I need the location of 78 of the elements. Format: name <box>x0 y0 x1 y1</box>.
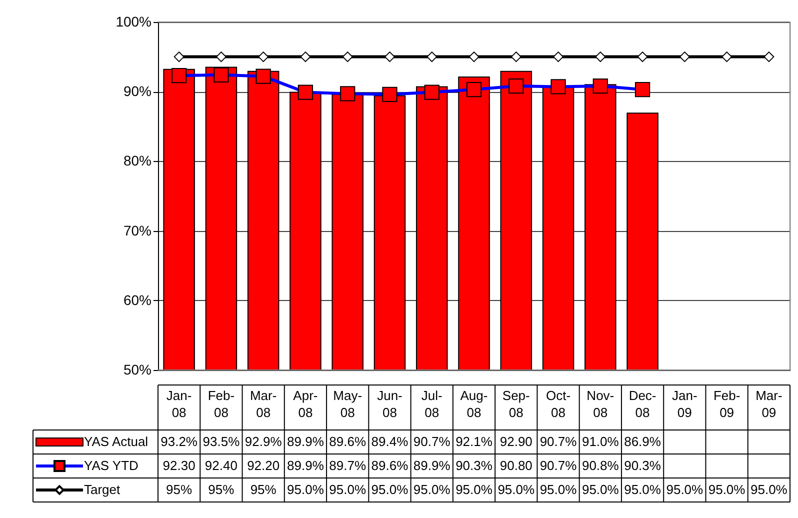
point <box>342 52 353 62</box>
point <box>722 52 732 62</box>
data-label: 90.8% <box>582 458 620 473</box>
data-label: 95.0% <box>666 482 704 497</box>
point <box>468 52 480 62</box>
x-tick-label: Jan-09 <box>672 388 698 420</box>
data-label: 92.1% <box>456 434 493 449</box>
data-label: 90.7% <box>413 434 451 449</box>
point <box>553 52 564 62</box>
x-tick-label: Sep-08 <box>502 388 530 420</box>
data-label: 89.9% <box>413 458 451 473</box>
data-label: 90.3% <box>456 458 493 473</box>
data-label: 91.0% <box>582 434 620 449</box>
legend-label: YAS Actual <box>84 434 148 449</box>
point <box>216 52 226 62</box>
data-label: 86.9% <box>624 434 662 449</box>
y-tick-label: 80% <box>123 152 152 169</box>
data-label: 89.7% <box>329 458 366 473</box>
data-label: 92.30 <box>162 458 196 473</box>
y-tick-label: 60% <box>123 292 152 308</box>
data-label: 90.80 <box>500 458 532 473</box>
point <box>384 52 395 62</box>
point <box>258 52 269 62</box>
data-label: 92.40 <box>204 458 238 473</box>
x-tick-label: Apr-08 <box>293 388 318 420</box>
data-label: 92.20 <box>247 458 280 473</box>
data-label: 95.0% <box>750 482 788 497</box>
x-tick-label: Dec-08 <box>628 388 656 420</box>
x-tick-label: Aug-08 <box>460 388 488 420</box>
x-tick-label: Jul-08 <box>421 388 442 420</box>
x-tick-label: Mar-09 <box>756 388 782 420</box>
point <box>174 52 184 62</box>
x-tick-label: Nov-08 <box>586 388 614 420</box>
x-tick-label: Feb-09 <box>713 388 740 420</box>
point <box>637 52 648 62</box>
data-label: 95.0% <box>624 482 662 497</box>
legend-label: Target <box>84 482 121 497</box>
point <box>679 52 690 62</box>
data-label: 90.3% <box>624 458 662 473</box>
data-label: 90.7% <box>540 458 578 473</box>
data-label: 95.0% <box>456 482 493 497</box>
data-label: 95.0% <box>708 482 746 497</box>
point <box>300 52 311 62</box>
x-tick-label: May-08 <box>333 388 362 420</box>
y-tick-label: 70% <box>123 222 152 238</box>
x-tick-label: Oct-08 <box>546 388 571 420</box>
x-tick-label: Jun-08 <box>377 388 402 420</box>
data-label: 95.0% <box>287 482 324 497</box>
data-label: 92.9% <box>244 434 282 449</box>
y-tick-label: 90% <box>123 83 152 100</box>
y-tick-label: 50% <box>123 362 152 378</box>
data-label: 92.90 <box>500 434 532 449</box>
x-tick-label: Feb-08 <box>208 388 235 420</box>
x-tick-label: Jan-08 <box>166 388 192 420</box>
data-label: 95.0% <box>498 482 535 497</box>
point <box>510 52 522 62</box>
point <box>764 52 774 62</box>
data-label: 95.0% <box>371 482 409 497</box>
data-label: 95.0% <box>413 482 451 497</box>
legend-label: YAS YTD <box>84 458 138 473</box>
data-label: 89.9% <box>287 458 324 473</box>
data-label: 93.2% <box>160 434 198 449</box>
data-label: 95.0% <box>540 482 578 497</box>
data-label: 89.9% <box>287 434 324 449</box>
data-label: 89.6% <box>329 434 366 449</box>
data-label: 89.4% <box>371 434 409 449</box>
data-label: 90.7% <box>540 434 578 449</box>
data-label: 95.0% <box>582 482 620 497</box>
data-label: 95% <box>250 482 277 497</box>
x-tick-label: Mar-08 <box>250 388 277 420</box>
point <box>595 52 606 62</box>
data-label: 93.5% <box>202 434 240 449</box>
data-label: 89.6% <box>371 458 409 473</box>
data-label: 95% <box>166 482 193 497</box>
data-label: 95% <box>208 482 235 497</box>
y-tick-label: 100% <box>116 14 152 30</box>
data-label: 95.0% <box>329 482 366 497</box>
point <box>426 52 438 62</box>
